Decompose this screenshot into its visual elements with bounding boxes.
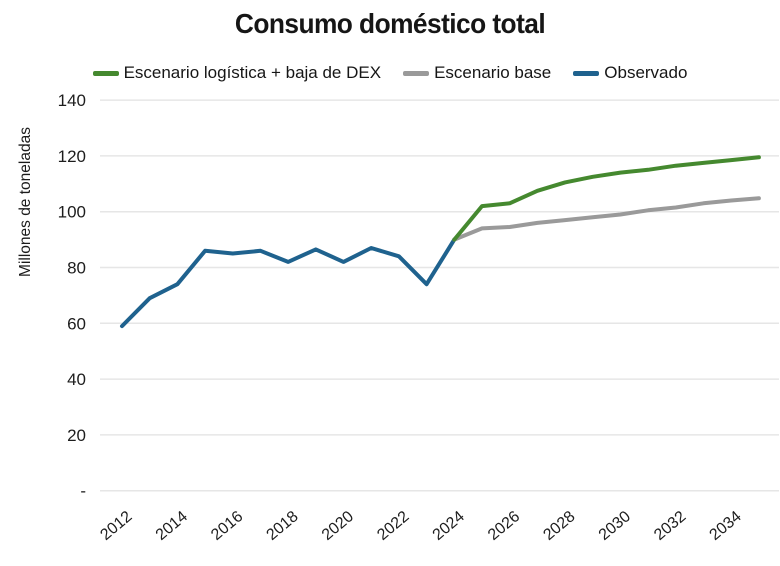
legend-label: Observado: [604, 63, 688, 82]
legend-swatch-blue: [573, 70, 600, 76]
y-tick-label: 80: [67, 259, 86, 278]
x-tick-label: 2020: [319, 508, 357, 544]
x-tick-label: 2016: [208, 508, 246, 544]
x-tick-label: 2012: [97, 508, 135, 544]
y-tick-label: 40: [67, 370, 86, 389]
x-tick-label: 2026: [485, 508, 523, 544]
legend-swatch-gray: [403, 70, 430, 76]
legend-label: Escenario base: [434, 63, 552, 82]
y-tick-label: 100: [58, 203, 86, 222]
legend-item-escenario-dex: Escenario logística + baja de DEX: [92, 63, 382, 83]
x-tick-label: 2022: [374, 508, 412, 544]
legend-swatch-green: [92, 70, 119, 76]
legend-item-escenario-base: Escenario base: [403, 63, 551, 83]
legend-label: Escenario logística + baja de DEX: [123, 63, 382, 82]
series-line-0: [452, 155, 761, 242]
x-tick-label: 2018: [263, 508, 301, 544]
y-tick-label: 60: [67, 314, 86, 333]
y-tick-label: 140: [58, 91, 86, 110]
x-tick-label: 2032: [651, 508, 689, 544]
legend: Escenario logística + baja de DEX Escena…: [0, 63, 780, 83]
y-tick-label: 20: [67, 426, 86, 445]
legend-item-observado: Observado: [573, 63, 687, 83]
x-tick-label: 2014: [153, 508, 191, 544]
x-tick-label: 2030: [596, 508, 634, 544]
series-line-1: [452, 196, 761, 242]
y-tick-label: 120: [58, 147, 86, 166]
x-tick-label: 2028: [540, 508, 578, 544]
y-tick-label: -: [80, 482, 86, 501]
x-tick-label: 2034: [707, 508, 745, 544]
series-line-2: [120, 237, 457, 329]
x-tick-label: 2024: [430, 508, 468, 544]
chart-title: Consumo doméstico total: [234, 8, 546, 39]
